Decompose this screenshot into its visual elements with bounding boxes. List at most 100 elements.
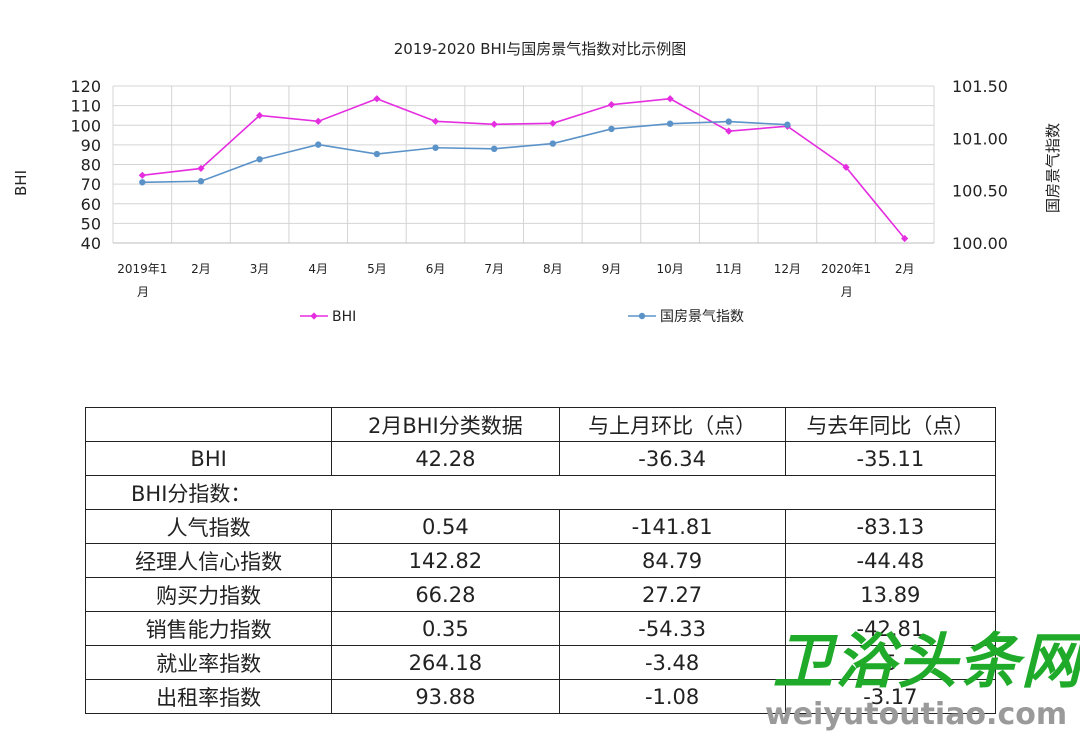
table-cell: -141.81: [558, 509, 786, 544]
data-point-bhi: [666, 95, 674, 103]
table-cell: -1.08: [558, 679, 786, 714]
data-point-bhi: [901, 234, 909, 243]
table-row: 销售能力指数 0.35 -54.33 -42.81: [84, 611, 997, 646]
watermark-url: weiyutoutiao.com: [765, 697, 1068, 732]
chart-title: 2019-2020 BHI与国房景气指数对比示例图: [394, 40, 687, 58]
y-tick-label: 50: [81, 214, 101, 233]
y2-axis-label: 国房景气指数: [1044, 123, 1062, 213]
table-header-row: 2月BHI分类数据 与上月环比（点） 与去年同比（点）: [84, 407, 997, 442]
legend-label: BHI: [332, 309, 356, 325]
y2-tick-label: 100.50: [952, 182, 1008, 201]
chart-grid: [112, 85, 935, 244]
series-line-house-index: [142, 120, 788, 184]
table-row: 人气指数 0.54 -141.81 -83.13: [84, 509, 997, 544]
y-axis-label: BHI: [12, 170, 30, 196]
watermark-logo: 卫浴头条网: [773, 627, 1080, 697]
y-tick-label: 60: [81, 195, 101, 214]
table-header-cell: 2月BHI分类数据: [331, 407, 560, 442]
table-cell: 142.82: [331, 543, 560, 578]
table-cell: 经理人信心指数: [84, 543, 333, 578]
data-point-bhi: [842, 163, 850, 171]
table-cell: 出租率指数: [84, 679, 333, 714]
table-section-label: BHI分指数：: [85, 475, 996, 510]
x-tick-label: 12月: [774, 262, 801, 276]
table-cell: 93.88: [331, 679, 560, 714]
table-cell: 66.28: [331, 577, 560, 612]
table-cell: -54.33: [558, 611, 786, 646]
data-point-bhi: [549, 119, 557, 127]
table-header-cell: [84, 407, 333, 442]
table-cell: -44.48: [784, 543, 997, 578]
table-header-cell: 与上月环比（点）: [558, 407, 786, 442]
table-cell: 购买力指数: [84, 577, 333, 612]
y-tick-label: 110: [70, 97, 101, 116]
table-row: 购买力指数 66.28 27.27 13.89: [84, 577, 997, 612]
table-cell: -36.34: [558, 441, 786, 476]
y-tick-label: 40: [81, 234, 101, 253]
table-cell: 42.28: [331, 441, 560, 476]
data-point-house-index: [666, 120, 674, 127]
table-row-bhi: BHI 42.28 -36.34 -35.11: [84, 441, 997, 476]
y-tick-label: 90: [81, 136, 101, 155]
data-point-house-index: [256, 156, 263, 163]
table-cell: 84.79: [558, 543, 786, 578]
data-point-house-index: [490, 145, 498, 152]
data-point-house-index: [139, 179, 146, 186]
x-tick-label: 8月: [543, 262, 563, 276]
data-point-house-index: [784, 121, 791, 128]
table-cell: 13.89: [784, 577, 997, 612]
table-cell: BHI: [84, 441, 333, 476]
table-row: 经理人信心指数 142.82 84.79 -44.48: [84, 543, 997, 578]
x-tick-label: 5月: [367, 262, 387, 276]
data-point-bhi: [725, 127, 733, 135]
table-cell: 销售能力指数: [84, 611, 333, 646]
data-point-bhi: [373, 95, 381, 103]
data-point-house-index: [373, 150, 381, 158]
legend-label: 国房景气指数: [660, 309, 744, 325]
series-line-bhi: [142, 97, 906, 240]
x-tick-label: 月: [137, 285, 149, 299]
table-section-row: BHI分指数：: [85, 475, 996, 510]
legend-marker: [638, 312, 646, 320]
x-tick-label: 9月: [602, 262, 622, 276]
legend-marker: [310, 312, 318, 320]
right-axis: 100.00 100.50 101.00 101.50: [952, 77, 1008, 253]
y-tick-label: 100: [70, 116, 101, 135]
plot-area: [138, 95, 909, 243]
x-tick-label: 6月: [426, 262, 446, 276]
data-point-bhi: [256, 111, 264, 120]
x-tick-label: 7月: [484, 262, 504, 276]
table-cell: 27.27: [558, 577, 786, 612]
chart: 2019-2020 BHI与国房景气指数对比示例图 40506070809010…: [12, 40, 1062, 325]
table-header-cell: 与去年同比（点）: [784, 407, 997, 442]
table-cell: -3.17: [784, 679, 997, 714]
x-tick-label: 2020年1: [821, 262, 871, 276]
y2-tick-label: 101.50: [952, 77, 1008, 96]
table-cell: -83.13: [784, 509, 997, 544]
data-point-house-index: [315, 141, 322, 148]
table-cell: 0.35: [331, 611, 560, 646]
table-cell: 人气指数: [84, 509, 333, 544]
data-point-bhi: [138, 171, 146, 179]
table-cell: -35.11: [784, 441, 997, 476]
table-cell: 就业率指数: [84, 645, 333, 680]
x-tick-label: 3月: [250, 262, 270, 276]
data-point-house-index: [432, 144, 439, 151]
table-cell: 5: [784, 645, 997, 680]
data-point-bhi: [314, 117, 322, 125]
data-point-house-index: [197, 178, 205, 185]
watermark: 卫浴头条网 weiyutoutiao.com: [765, 627, 1080, 738]
bhi-data-table: 2月BHI分类数据 与上月环比（点） 与去年同比（点） BHI 42.28 -3…: [84, 407, 997, 714]
x-tick-label: 2月: [895, 262, 915, 276]
data-point-house-index: [608, 125, 615, 133]
table-cell: -42.81: [784, 611, 997, 646]
table-row: 就业率指数 264.18 -3.48 5: [84, 645, 997, 680]
y-tick-label: 80: [81, 156, 101, 175]
y-tick-label: 70: [81, 175, 101, 194]
y2-tick-label: 100.00: [952, 234, 1008, 253]
table-cell: 0.54: [331, 509, 560, 544]
table-cell: -3.48: [558, 645, 786, 680]
x-tick-label: 月: [841, 285, 853, 299]
y-tick-label: 120: [70, 77, 101, 96]
